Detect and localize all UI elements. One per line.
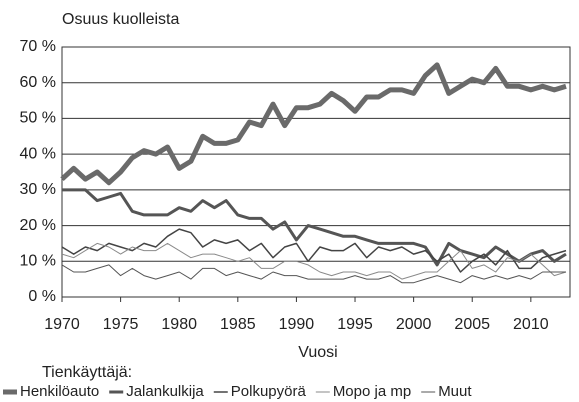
series-line — [62, 188, 567, 267]
x-tick-label: 2000 — [396, 316, 432, 333]
legend-label: Jalankulkija — [126, 383, 204, 400]
x-tick-label: 2010 — [513, 316, 549, 333]
y-tick-label: 60 % — [20, 74, 56, 91]
y-tick-label: 70 % — [20, 38, 56, 55]
legend-label: Muut — [438, 383, 472, 400]
y-tick-label: 30 % — [20, 181, 56, 198]
x-axis-label: Vuosi — [298, 344, 337, 361]
y-axis-label: Osuus kuolleista — [62, 11, 179, 28]
y-tick-label: 40 % — [20, 145, 56, 162]
x-tick-label: 2005 — [454, 316, 490, 333]
series-line — [60, 62, 567, 186]
y-tick-label: 50 % — [20, 110, 56, 127]
y-tick-label: 0 % — [28, 288, 56, 305]
legend-label: Mopo ja mp — [333, 383, 411, 400]
y-tick-label: 20 % — [20, 217, 56, 234]
series-line — [61, 228, 567, 273]
x-tick-label: 1970 — [44, 316, 80, 333]
x-tick-label: 1990 — [279, 316, 315, 333]
plot-frame — [61, 46, 571, 298]
series-line — [61, 242, 567, 280]
legend-label: Polkupyörä — [231, 383, 307, 400]
y-tick-label: 10 % — [20, 253, 56, 270]
series-line — [61, 264, 566, 284]
x-tick-label: 1975 — [103, 316, 139, 333]
x-tick-label: 1985 — [220, 316, 256, 333]
legend-label: Henkilöauto — [20, 383, 99, 400]
legend-title: Tienkäyttäjä: — [42, 364, 132, 381]
x-tick-label: 1980 — [161, 316, 197, 333]
x-tick-label: 1995 — [337, 316, 373, 333]
